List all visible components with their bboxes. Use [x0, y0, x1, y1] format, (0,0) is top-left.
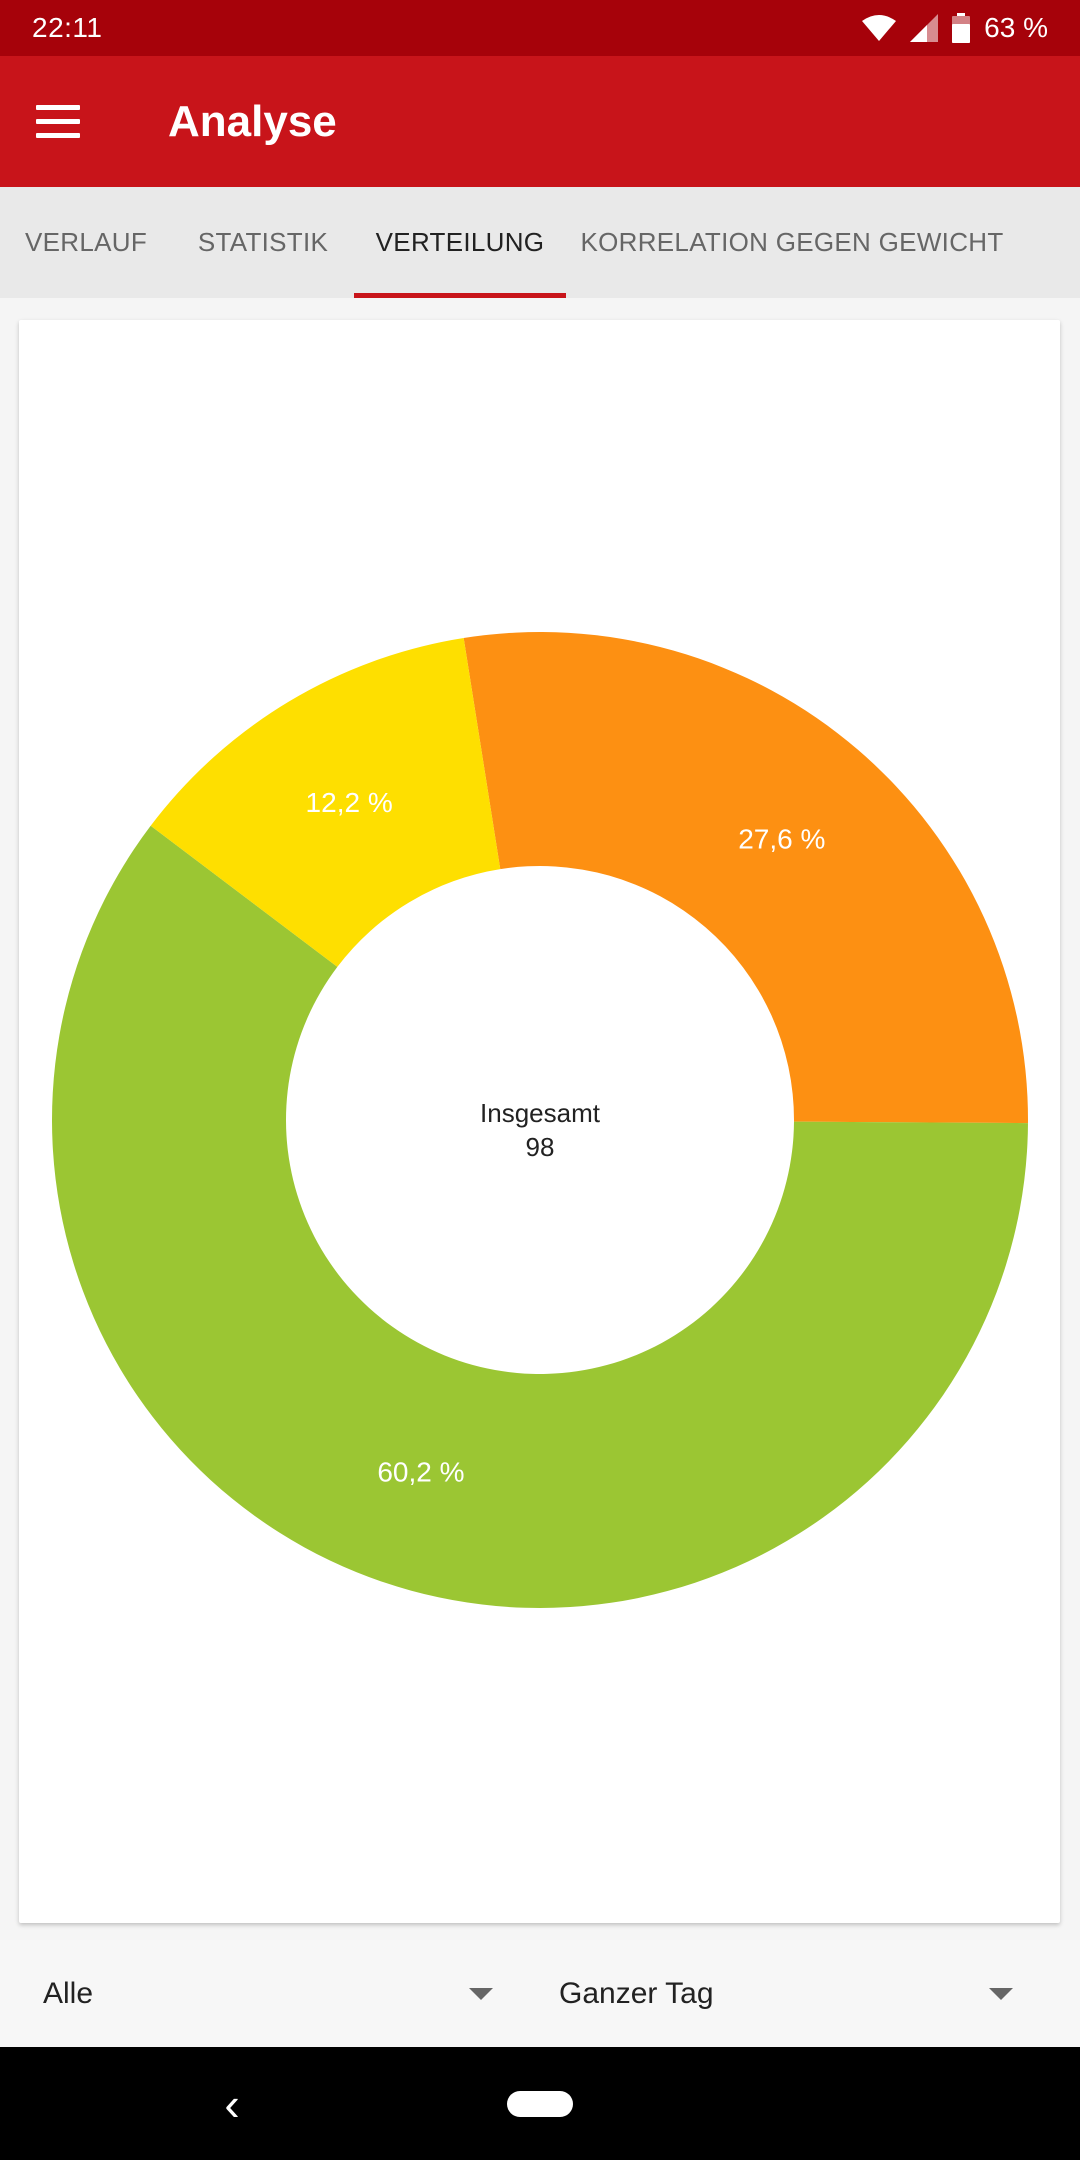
category-value: Alle — [43, 1976, 94, 2010]
tab-label: VERLAUF — [24, 227, 148, 257]
battery-percent: 63 % — [984, 12, 1048, 43]
cell-signal-icon — [910, 14, 939, 42]
dropdown-arrow-icon — [469, 1987, 493, 2000]
pie-slice[interactable] — [463, 632, 1028, 1124]
center-label: Insgesamt — [480, 1098, 601, 1128]
navigation-bar: ‹ — [0, 2047, 1080, 2160]
tab-verteilung[interactable]: VERTEILUNG — [354, 187, 566, 298]
tab-statistik[interactable]: STATISTIK — [172, 187, 354, 298]
home-pill-icon[interactable] — [507, 2091, 573, 2117]
slice-label: 27,6 % — [738, 824, 825, 855]
tab-korrelation-gegen-gewicht[interactable]: KORRELATION GEGEN GEWICHT — [566, 187, 1018, 298]
status-bar: 22:11 63 % — [0, 0, 1080, 56]
battery-icon — [952, 13, 971, 43]
donut-chart: 27,6 % 60,2 % 12,2 % Insgesamt 98 — [51, 632, 1028, 1608]
pie-slice[interactable] — [51, 825, 1028, 1608]
center-value: 98 — [526, 1132, 555, 1162]
tab-label: KORRELATION GEGEN GEWICHT — [580, 227, 1004, 257]
chart-card: 27,6 % 60,2 % 12,2 % Insgesamt 98 — [19, 320, 1060, 1923]
pie-slice[interactable] — [150, 638, 501, 967]
app-bar: Analyse — [0, 56, 1080, 187]
tab-label: STATISTIK — [197, 227, 329, 257]
tab-bar: VERLAUF STATISTIK VERTEILUNG KORRELATION… — [0, 187, 1080, 298]
time-range-value: Ganzer Tag — [559, 1976, 714, 2010]
dropdown-arrow-icon — [989, 1987, 1013, 2000]
status-time: 22:11 — [32, 12, 103, 43]
wifi-icon — [862, 15, 897, 41]
tab-label: VERTEILUNG — [375, 227, 545, 257]
slice-label: 60,2 % — [377, 1456, 464, 1487]
page-title: Analyse — [168, 96, 337, 146]
time-range-dropdown[interactable]: Ganzer Tag — [559, 1940, 1013, 2047]
filter-bar: Alle Ganzer Tag — [0, 1940, 1080, 2047]
slice-label: 12,2 % — [306, 787, 393, 818]
status-icons: 63 % — [862, 12, 1048, 44]
back-icon[interactable]: ‹ — [224, 2078, 240, 2130]
tab-verlauf[interactable]: VERLAUF — [0, 187, 172, 298]
hamburger-menu-icon[interactable] — [36, 92, 96, 152]
category-dropdown[interactable]: Alle — [43, 1940, 493, 2047]
